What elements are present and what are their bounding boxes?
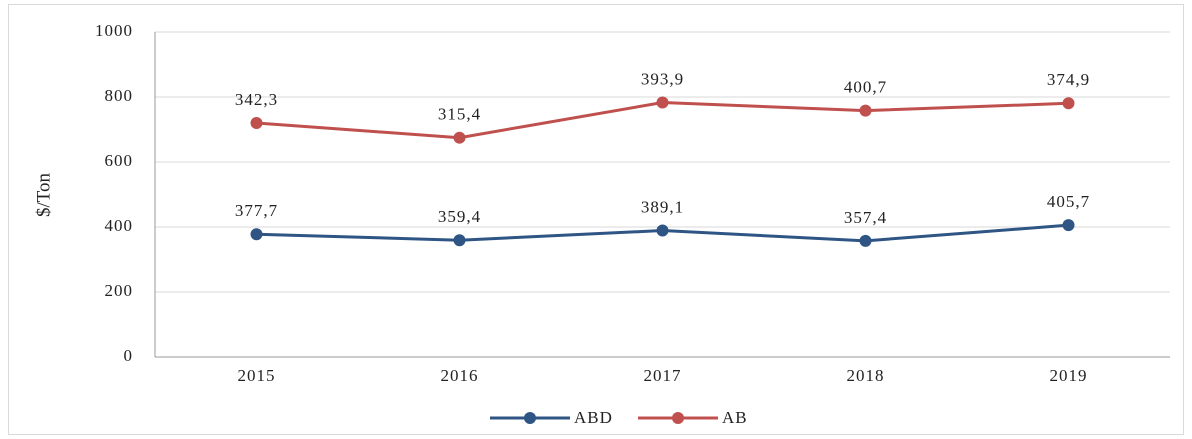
- data-point: [1062, 219, 1075, 232]
- x-tick-label: 2017: [644, 366, 682, 385]
- x-tick-label: 2018: [847, 366, 885, 385]
- chart-border: [8, 4, 1184, 435]
- data-label: 342,3: [235, 90, 278, 109]
- legend-marker: [672, 412, 684, 424]
- y-tick-label: 600: [105, 151, 134, 170]
- data-label: 359,4: [438, 207, 481, 226]
- y-axis-label: $/Ton: [33, 172, 54, 217]
- legend-label: AB: [722, 408, 748, 427]
- y-tick-label: 400: [105, 216, 134, 235]
- data-point: [656, 96, 669, 109]
- data-point: [1062, 97, 1075, 110]
- y-tick-label: 200: [105, 281, 134, 300]
- data-label: 405,7: [1047, 192, 1090, 211]
- data-point: [453, 234, 466, 247]
- y-tick-label: 1000: [95, 21, 133, 40]
- data-label: 389,1: [641, 197, 684, 216]
- data-label: 393,9: [641, 69, 684, 88]
- x-tick-label: 2019: [1050, 366, 1088, 385]
- y-tick-label: 800: [105, 86, 134, 105]
- data-point: [250, 117, 263, 129]
- data-label: 377,7: [235, 201, 278, 220]
- data-label: 357,4: [844, 208, 887, 227]
- data-point: [859, 234, 872, 247]
- data-point: [250, 228, 263, 241]
- legend-label: ABD: [574, 408, 613, 427]
- legend-marker: [524, 412, 536, 424]
- data-label: 374,9: [1047, 70, 1090, 89]
- data-point: [656, 224, 669, 237]
- data-label: 400,7: [844, 78, 887, 97]
- data-label: 315,4: [438, 105, 481, 124]
- x-tick-label: 2015: [238, 366, 276, 385]
- data-point: [453, 131, 466, 144]
- y-tick-label: 0: [124, 346, 134, 365]
- data-point: [859, 104, 872, 117]
- x-tick-label: 2016: [441, 366, 479, 385]
